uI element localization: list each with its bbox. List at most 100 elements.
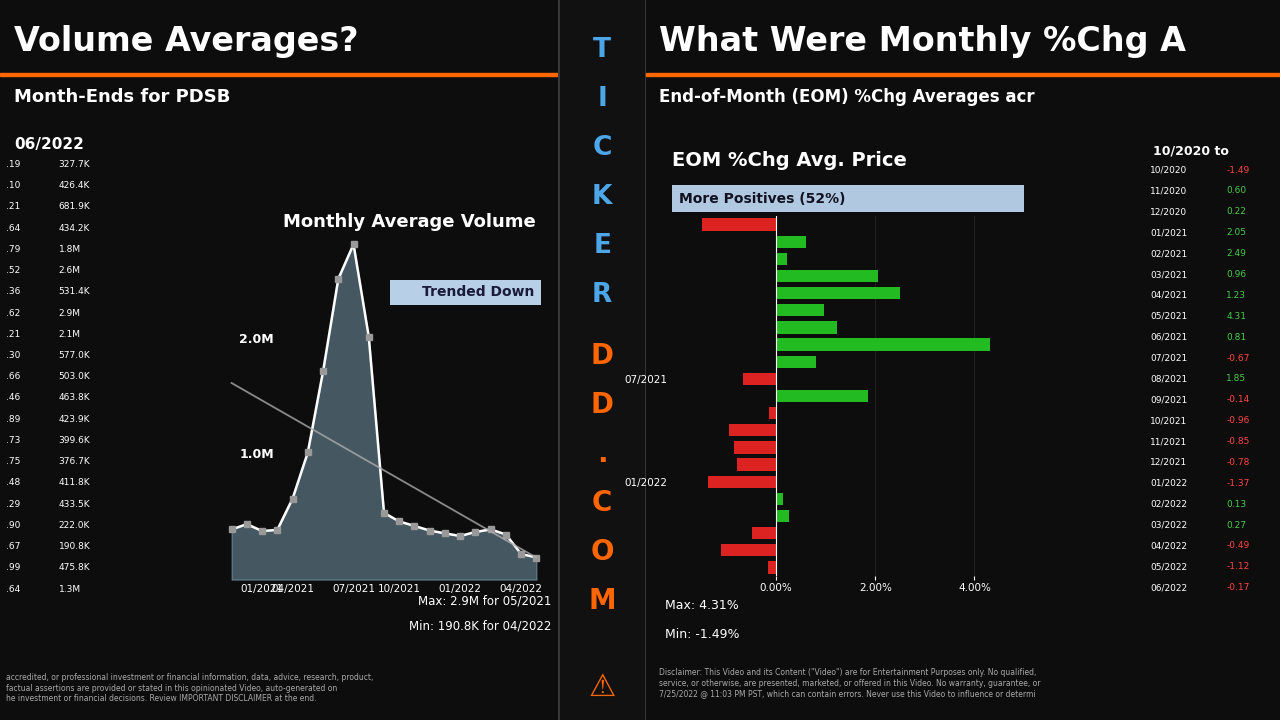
Text: End-of-Month (EOM) %Chg Averages acr: End-of-Month (EOM) %Chg Averages acr <box>659 88 1034 106</box>
Text: 05/2022: 05/2022 <box>1151 562 1188 572</box>
Text: 2.6M: 2.6M <box>59 266 81 275</box>
Text: 02/2021: 02/2021 <box>1151 249 1188 258</box>
Text: 08/2021: 08/2021 <box>1151 374 1188 383</box>
Text: .64: .64 <box>5 223 19 233</box>
Text: .75: .75 <box>5 457 20 467</box>
Bar <box>646 73 1280 76</box>
Text: 4.31: 4.31 <box>1226 312 1247 321</box>
Text: 0.60: 0.60 <box>1226 186 1247 195</box>
Text: .64: .64 <box>5 585 19 593</box>
Text: 2.9M: 2.9M <box>59 308 81 318</box>
Text: 10/2020: 10/2020 <box>1151 166 1188 175</box>
Text: Trended Down: Trended Down <box>422 285 535 300</box>
Bar <box>737 459 776 471</box>
Text: 434.2K: 434.2K <box>59 223 90 233</box>
Text: What Were Monthly %Chg A: What Were Monthly %Chg A <box>659 25 1187 58</box>
Text: 1.23: 1.23 <box>1226 291 1247 300</box>
Text: .21: .21 <box>5 202 19 211</box>
Text: 07/2021: 07/2021 <box>1151 354 1188 362</box>
Text: 411.8K: 411.8K <box>59 478 90 487</box>
Text: 463.8K: 463.8K <box>59 393 90 402</box>
Text: 06/2022: 06/2022 <box>14 137 83 152</box>
Text: -0.96: -0.96 <box>1226 416 1249 425</box>
Bar <box>776 304 824 317</box>
Text: Max: 4.31%: Max: 4.31% <box>666 599 739 612</box>
Text: -1.12: -1.12 <box>1226 562 1249 572</box>
Text: 2.49: 2.49 <box>1226 249 1245 258</box>
Text: 11/2021: 11/2021 <box>1151 437 1188 446</box>
Bar <box>776 253 787 265</box>
Text: D: D <box>591 343 613 370</box>
Text: 433.5K: 433.5K <box>59 500 90 508</box>
Text: -0.67: -0.67 <box>1226 354 1249 362</box>
Bar <box>776 510 790 522</box>
Bar <box>728 424 776 436</box>
Text: .52: .52 <box>5 266 19 275</box>
Text: 06/2021: 06/2021 <box>1151 333 1188 341</box>
Text: 12/2021: 12/2021 <box>1151 458 1188 467</box>
Bar <box>733 441 776 454</box>
Text: 03/2021: 03/2021 <box>1151 270 1188 279</box>
Text: .66: .66 <box>5 372 20 381</box>
Text: .90: .90 <box>5 521 20 530</box>
Text: .62: .62 <box>5 308 19 318</box>
Bar <box>768 562 776 574</box>
Bar <box>769 407 776 419</box>
Text: .48: .48 <box>5 478 19 487</box>
Text: Volume Averages?: Volume Averages? <box>14 25 358 58</box>
Text: 327.7K: 327.7K <box>59 160 90 169</box>
Text: 01/2021: 01/2021 <box>1151 228 1188 237</box>
Text: 2.05: 2.05 <box>1226 228 1247 237</box>
Text: 399.6K: 399.6K <box>59 436 90 445</box>
Text: 10/2021: 10/2021 <box>1151 416 1188 425</box>
Text: 05/2021: 05/2021 <box>1151 312 1188 321</box>
Text: 01/2022: 01/2022 <box>1151 479 1188 488</box>
Bar <box>776 492 782 505</box>
Text: 503.0K: 503.0K <box>59 372 90 381</box>
Text: .: . <box>596 441 608 468</box>
Bar <box>708 475 776 488</box>
Text: 09/2021: 09/2021 <box>1151 395 1188 404</box>
Text: 376.7K: 376.7K <box>59 457 90 467</box>
Text: D: D <box>591 392 613 419</box>
Text: T: T <box>593 37 612 63</box>
Text: E: E <box>593 233 612 259</box>
Text: Max: 2.9M for 05/2021: Max: 2.9M for 05/2021 <box>417 594 552 607</box>
Text: 681.9K: 681.9K <box>59 202 90 211</box>
Bar <box>776 321 837 333</box>
Text: 0.96: 0.96 <box>1226 270 1247 279</box>
Text: .99: .99 <box>5 563 20 572</box>
Text: 11/2020: 11/2020 <box>1151 186 1188 195</box>
Text: 03/2022: 03/2022 <box>1151 521 1188 530</box>
Text: .67: .67 <box>5 542 20 551</box>
Text: 12/2020: 12/2020 <box>1151 207 1188 216</box>
Text: ⚠: ⚠ <box>589 673 616 702</box>
Text: .10: .10 <box>5 181 20 190</box>
Text: I: I <box>598 86 607 112</box>
Text: 475.8K: 475.8K <box>59 563 90 572</box>
Text: 0.13: 0.13 <box>1226 500 1247 508</box>
Text: .21: .21 <box>5 330 19 338</box>
Bar <box>703 218 776 230</box>
Text: 04/2022: 04/2022 <box>1151 541 1187 550</box>
Text: .36: .36 <box>5 287 20 297</box>
Text: -0.14: -0.14 <box>1226 395 1249 404</box>
Text: 10/2020 to: 10/2020 to <box>1153 144 1229 157</box>
Text: 0.81: 0.81 <box>1226 333 1247 341</box>
Text: EOM %Chg Avg. Price: EOM %Chg Avg. Price <box>672 151 906 170</box>
Text: Min: 190.8K for 04/2022: Min: 190.8K for 04/2022 <box>408 619 552 632</box>
Text: 04/2021: 04/2021 <box>1151 291 1188 300</box>
Text: .73: .73 <box>5 436 20 445</box>
Bar <box>776 356 817 368</box>
Text: 531.4K: 531.4K <box>59 287 90 297</box>
Text: More Positives (52%): More Positives (52%) <box>678 192 846 206</box>
Bar <box>0 73 557 76</box>
Text: 423.9K: 423.9K <box>59 415 90 423</box>
Bar <box>776 390 868 402</box>
Bar <box>776 235 806 248</box>
Text: 2.1M: 2.1M <box>59 330 81 338</box>
Text: R: R <box>593 282 612 308</box>
Text: 190.8K: 190.8K <box>59 542 90 551</box>
Text: 222.0K: 222.0K <box>59 521 90 530</box>
Bar <box>742 373 776 385</box>
